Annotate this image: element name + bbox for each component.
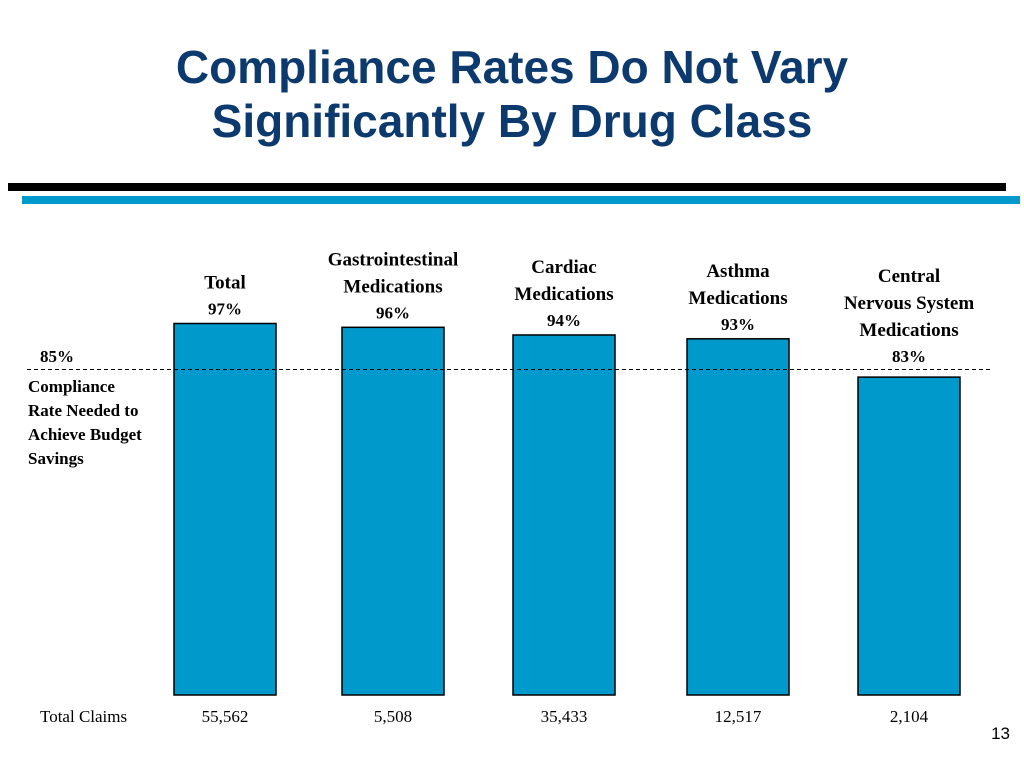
slide-title-line-1: Compliance Rates Do Not Vary [175, 41, 849, 93]
category-label-3-line-1: Cardiac [531, 257, 596, 278]
bar-1 [173, 322, 277, 696]
category-label-4-line-1: Asthma [706, 261, 770, 282]
claims-value-2: 5,508 [374, 707, 412, 726]
reference-caption-line-1: Compliance [28, 377, 115, 396]
category-label-2-line-2: Medications [343, 276, 442, 297]
reference-caption-line-2: Rate Needed to [28, 401, 138, 420]
bar-3 [512, 334, 616, 696]
slide-title: Compliance Rates Do Not Vary Significant… [0, 40, 1024, 148]
claims-row-label: Total Claims [40, 707, 127, 726]
title-divider-blue [22, 196, 1020, 204]
bar-5 [857, 376, 961, 696]
title-divider-black [8, 183, 1006, 191]
category-label-4-line-2: Medications [688, 288, 787, 309]
value-label-2: 96% [376, 303, 410, 322]
bar-2 [341, 326, 445, 696]
slide-title-line-2: Significantly By Drug Class [211, 95, 813, 147]
category-label-3-line-2: Medications [514, 284, 613, 305]
reference-value-label: 85% [40, 347, 74, 366]
claims-value-5: 2,104 [890, 707, 929, 726]
reference-caption-line-4: Savings [28, 449, 84, 468]
reference-caption-line-3: Achieve Budget [28, 425, 142, 444]
bar-4 [686, 338, 790, 696]
category-label-1-line-1: Total [204, 272, 246, 293]
value-label-3: 94% [547, 311, 581, 330]
claims-value-1: 55,562 [202, 707, 249, 726]
value-label-5: 83% [892, 347, 926, 366]
category-label-5-line-2: Nervous System [844, 293, 975, 314]
claims-value-4: 12,517 [715, 707, 762, 726]
value-label-4: 93% [721, 315, 755, 334]
slide-number: 13 [991, 724, 1010, 743]
claims-value-3: 35,433 [541, 707, 588, 726]
category-label-2-line-1: Gastrointestinal [328, 249, 459, 270]
value-label-1: 97% [208, 299, 242, 318]
category-label-5-line-3: Medications [859, 320, 958, 341]
category-label-5-line-1: Central [878, 266, 940, 287]
